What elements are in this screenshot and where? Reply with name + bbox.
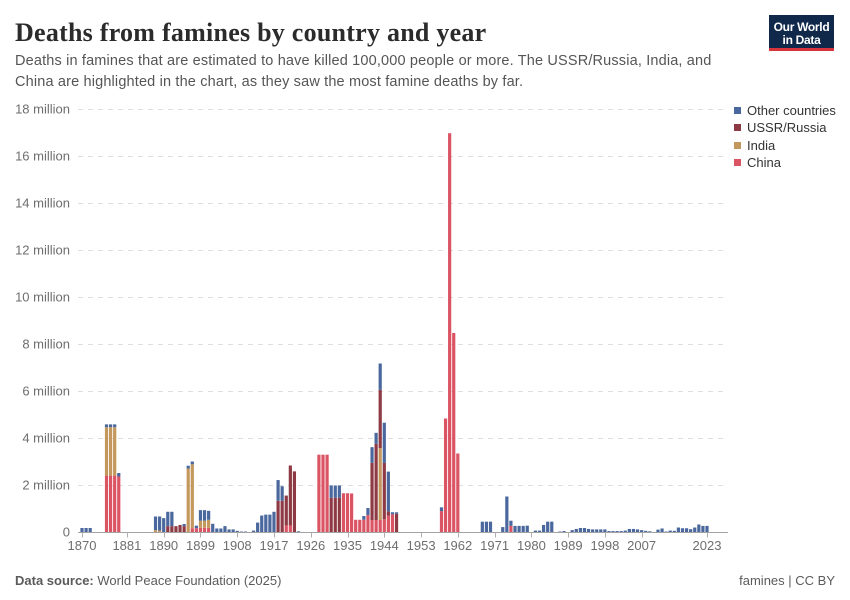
svg-text:1998: 1998 [590, 538, 619, 553]
svg-text:1944: 1944 [370, 538, 399, 553]
svg-text:2 million: 2 million [22, 478, 70, 493]
svg-text:2023: 2023 [693, 538, 722, 553]
svg-text:0: 0 [63, 525, 70, 540]
svg-text:1890: 1890 [149, 538, 178, 553]
svg-text:6 million: 6 million [22, 384, 70, 399]
svg-text:1870: 1870 [68, 538, 97, 553]
svg-text:4 million: 4 million [22, 431, 70, 446]
svg-text:14 million: 14 million [15, 196, 70, 211]
svg-text:1980: 1980 [517, 538, 546, 553]
svg-text:12 million: 12 million [15, 243, 70, 258]
svg-text:10 million: 10 million [15, 290, 70, 305]
svg-text:1953: 1953 [407, 538, 436, 553]
svg-text:1989: 1989 [554, 538, 583, 553]
svg-text:1881: 1881 [112, 538, 141, 553]
svg-text:1962: 1962 [443, 538, 472, 553]
svg-text:1899: 1899 [186, 538, 215, 553]
svg-text:1935: 1935 [333, 538, 362, 553]
svg-text:1917: 1917 [260, 538, 289, 553]
svg-text:2007: 2007 [627, 538, 656, 553]
svg-text:1926: 1926 [296, 538, 325, 553]
svg-text:16 million: 16 million [15, 149, 70, 164]
svg-text:18 million: 18 million [15, 102, 70, 117]
svg-text:1971: 1971 [480, 538, 509, 553]
svg-text:1908: 1908 [223, 538, 252, 553]
svg-text:8 million: 8 million [22, 337, 70, 352]
